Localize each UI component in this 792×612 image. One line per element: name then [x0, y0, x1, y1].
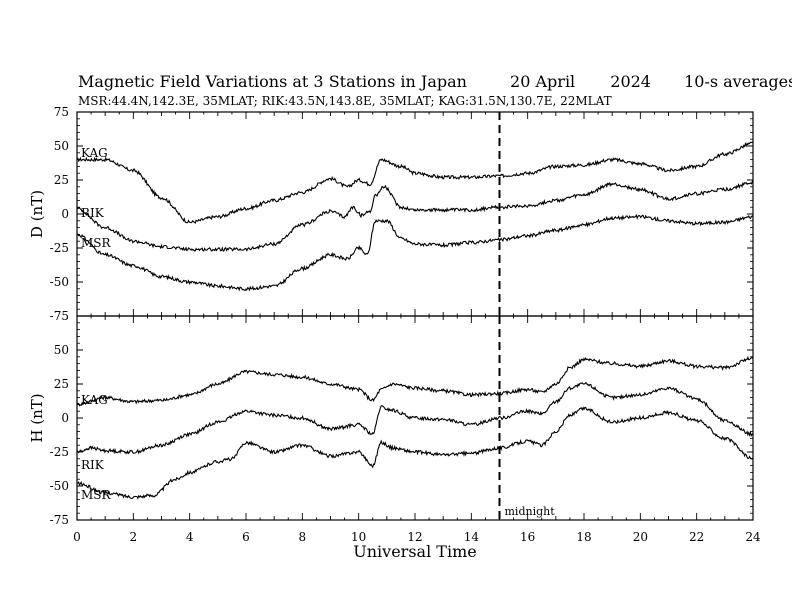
x-tick-label: 24	[745, 530, 761, 544]
y-tick-label-D: 50	[54, 139, 69, 153]
x-tick-label: 0	[73, 530, 81, 544]
series-label-msr-H: MSR	[81, 488, 112, 502]
title-averaging: 10-s averages	[684, 72, 792, 91]
series-label-rik-H: RIK	[81, 458, 105, 472]
y-axis-label-D: D (nT)	[28, 190, 46, 238]
series-line-msr-H	[76, 406, 754, 500]
x-tick-label: 18	[576, 530, 591, 544]
series-line-rik-D	[76, 180, 754, 252]
x-tick-label: 20	[633, 530, 648, 544]
series-line-msr-D	[76, 213, 754, 292]
y-tick-label-D: 75	[54, 105, 69, 119]
x-tick-label: 12	[407, 530, 422, 544]
y-tick-label-D: 0	[61, 207, 69, 221]
x-tick-label: 16	[520, 530, 535, 544]
y-tick-label-D: 25	[54, 173, 69, 187]
x-tick-label: 6	[242, 530, 250, 544]
y-tick-label-D: -50	[50, 275, 69, 289]
y-tick-label-D: -75	[50, 309, 69, 323]
series-label-kag-H: KAG	[81, 393, 108, 407]
series-line-rik-H	[76, 382, 754, 455]
y-tick-label-H: 0	[61, 411, 69, 425]
y-axis-label-H: H (nT)	[28, 393, 46, 442]
series-label-rik-D: RIK	[81, 206, 105, 220]
y-tick-label-H: -50	[50, 479, 69, 493]
series-line-kag-D	[76, 141, 754, 225]
title-date: 20 April	[510, 72, 576, 91]
y-tick-label-H: -25	[50, 445, 69, 459]
title-main: Magnetic Field Variations at 3 Stations …	[78, 72, 467, 91]
title-year: 2024	[610, 72, 651, 91]
x-axis-label: Universal Time	[353, 542, 476, 561]
x-tick-label: 4	[186, 530, 194, 544]
y-tick-label-D: -25	[50, 241, 69, 255]
midnight-label: midnight	[505, 505, 556, 518]
y-tick-label-H: -75	[50, 513, 69, 527]
series-label-msr-D: MSR	[81, 236, 112, 250]
series-line-kag-H	[76, 355, 754, 407]
y-tick-label-H: 25	[54, 377, 69, 391]
station-info: MSR:44.4N,142.3E, 35MLAT; RIK:43.5N,143.…	[78, 94, 612, 108]
x-tick-label: 8	[299, 530, 307, 544]
chart-title: Magnetic Field Variations at 3 Stations …	[78, 72, 792, 91]
x-tick-label: 10	[351, 530, 366, 544]
x-tick-label: 22	[689, 530, 704, 544]
x-tick-label: 14	[464, 530, 480, 544]
x-tick-label: 2	[130, 530, 138, 544]
y-tick-label-H: 50	[54, 343, 69, 357]
series-label-kag-D: KAG	[81, 146, 108, 160]
